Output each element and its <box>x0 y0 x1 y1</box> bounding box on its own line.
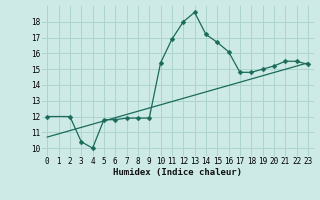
X-axis label: Humidex (Indice chaleur): Humidex (Indice chaleur) <box>113 168 242 177</box>
